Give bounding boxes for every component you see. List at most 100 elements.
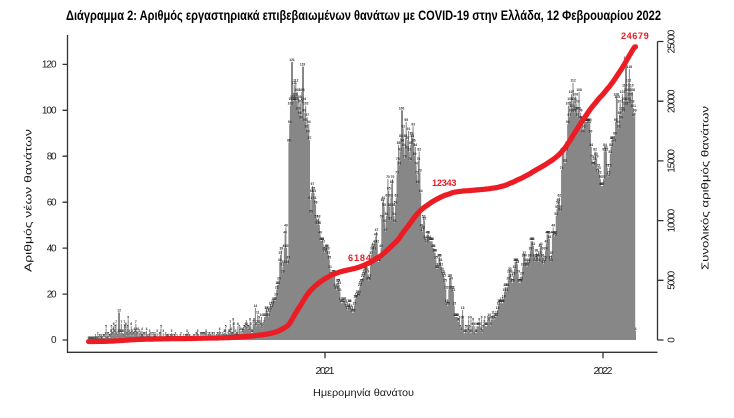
- svg-text:92: 92: [582, 125, 586, 129]
- svg-text:106: 106: [573, 93, 579, 97]
- svg-text:1: 1: [108, 334, 110, 338]
- svg-text:29: 29: [362, 269, 366, 273]
- svg-text:35: 35: [434, 256, 438, 260]
- svg-text:43: 43: [424, 237, 428, 241]
- svg-text:118: 118: [627, 65, 632, 69]
- svg-text:7: 7: [256, 320, 258, 324]
- svg-text:30: 30: [508, 267, 512, 271]
- svg-text:64: 64: [310, 189, 314, 193]
- svg-text:6: 6: [478, 322, 480, 326]
- svg-text:2: 2: [211, 331, 213, 335]
- svg-text:1: 1: [184, 334, 186, 338]
- svg-text:98: 98: [298, 111, 302, 115]
- svg-text:6: 6: [474, 322, 476, 326]
- svg-text:7: 7: [229, 320, 231, 324]
- svg-text:23: 23: [358, 283, 362, 287]
- svg-text:107: 107: [620, 90, 626, 94]
- svg-text:34: 34: [537, 258, 541, 262]
- svg-text:36: 36: [536, 253, 540, 257]
- svg-text:12: 12: [352, 308, 356, 312]
- svg-text:1: 1: [142, 334, 144, 338]
- svg-text:39: 39: [279, 246, 283, 250]
- svg-text:99: 99: [579, 109, 583, 113]
- svg-text:2: 2: [222, 331, 224, 335]
- svg-text:0: 0: [667, 337, 678, 343]
- svg-text:30: 30: [363, 267, 367, 271]
- svg-text:3: 3: [186, 329, 188, 333]
- svg-text:3: 3: [121, 329, 123, 333]
- svg-text:2: 2: [144, 331, 146, 335]
- svg-text:44: 44: [427, 235, 431, 239]
- svg-text:110: 110: [622, 83, 627, 87]
- svg-text:39: 39: [372, 246, 376, 250]
- svg-text:70: 70: [599, 175, 603, 179]
- svg-text:3: 3: [475, 329, 477, 333]
- svg-text:46: 46: [551, 230, 555, 234]
- svg-text:87: 87: [406, 136, 410, 140]
- svg-text:Συνολικός αριθμός θανάτων: Συνολικός αριθμός θανάτων: [700, 106, 712, 270]
- svg-text:10000: 10000: [667, 208, 678, 232]
- svg-text:3: 3: [128, 329, 130, 333]
- svg-text:59: 59: [394, 201, 398, 205]
- svg-text:1: 1: [166, 334, 168, 338]
- svg-text:1: 1: [117, 334, 119, 338]
- svg-text:16: 16: [348, 299, 352, 303]
- svg-text:82: 82: [593, 148, 597, 152]
- svg-text:3: 3: [162, 329, 164, 333]
- svg-text:2: 2: [136, 331, 138, 335]
- svg-text:77: 77: [564, 159, 568, 163]
- svg-text:14: 14: [349, 304, 353, 308]
- svg-text:1: 1: [188, 334, 190, 338]
- svg-text:6184: 6184: [348, 253, 372, 263]
- svg-text:12: 12: [117, 308, 121, 312]
- svg-text:32: 32: [521, 263, 525, 267]
- svg-text:12: 12: [267, 308, 271, 312]
- svg-text:40: 40: [431, 244, 435, 248]
- svg-text:60: 60: [557, 198, 561, 202]
- svg-text:87: 87: [611, 136, 615, 140]
- svg-text:47: 47: [384, 228, 388, 232]
- svg-text:84: 84: [402, 143, 406, 147]
- svg-text:34: 34: [513, 258, 517, 262]
- svg-text:99: 99: [302, 109, 306, 113]
- svg-text:32: 32: [280, 263, 284, 267]
- svg-text:22: 22: [447, 286, 451, 290]
- svg-text:24: 24: [337, 281, 341, 285]
- svg-text:49: 49: [551, 223, 555, 227]
- svg-text:97: 97: [305, 113, 309, 117]
- svg-text:16: 16: [347, 299, 351, 303]
- svg-text:25: 25: [517, 279, 521, 283]
- svg-text:5: 5: [126, 325, 128, 329]
- svg-text:0: 0: [93, 336, 95, 340]
- svg-text:3: 3: [475, 329, 477, 333]
- svg-text:7: 7: [259, 320, 261, 324]
- svg-text:33: 33: [282, 260, 286, 264]
- svg-text:1: 1: [183, 334, 185, 338]
- svg-text:101: 101: [630, 104, 636, 108]
- svg-text:26: 26: [277, 276, 281, 280]
- svg-text:40: 40: [324, 244, 328, 248]
- svg-text:0: 0: [94, 336, 96, 340]
- svg-text:39: 39: [322, 246, 326, 250]
- svg-text:0: 0: [90, 336, 92, 340]
- svg-text:68: 68: [416, 180, 420, 184]
- svg-text:21: 21: [503, 288, 507, 292]
- svg-text:7: 7: [245, 320, 247, 324]
- svg-text:84: 84: [413, 143, 417, 147]
- svg-text:106: 106: [292, 93, 298, 97]
- svg-text:0: 0: [106, 336, 108, 340]
- svg-text:17: 17: [341, 297, 345, 301]
- svg-text:46: 46: [554, 230, 558, 234]
- svg-text:3: 3: [120, 329, 122, 333]
- svg-text:100: 100: [399, 106, 405, 110]
- svg-text:25: 25: [337, 279, 341, 283]
- svg-text:10: 10: [263, 313, 267, 317]
- svg-text:76: 76: [591, 161, 595, 165]
- svg-text:100: 100: [295, 106, 301, 110]
- svg-text:37: 37: [550, 251, 554, 255]
- svg-text:4: 4: [137, 327, 139, 331]
- svg-text:31: 31: [436, 265, 440, 269]
- svg-text:80: 80: [47, 151, 57, 162]
- svg-text:70: 70: [386, 175, 390, 179]
- svg-text:40: 40: [47, 243, 57, 254]
